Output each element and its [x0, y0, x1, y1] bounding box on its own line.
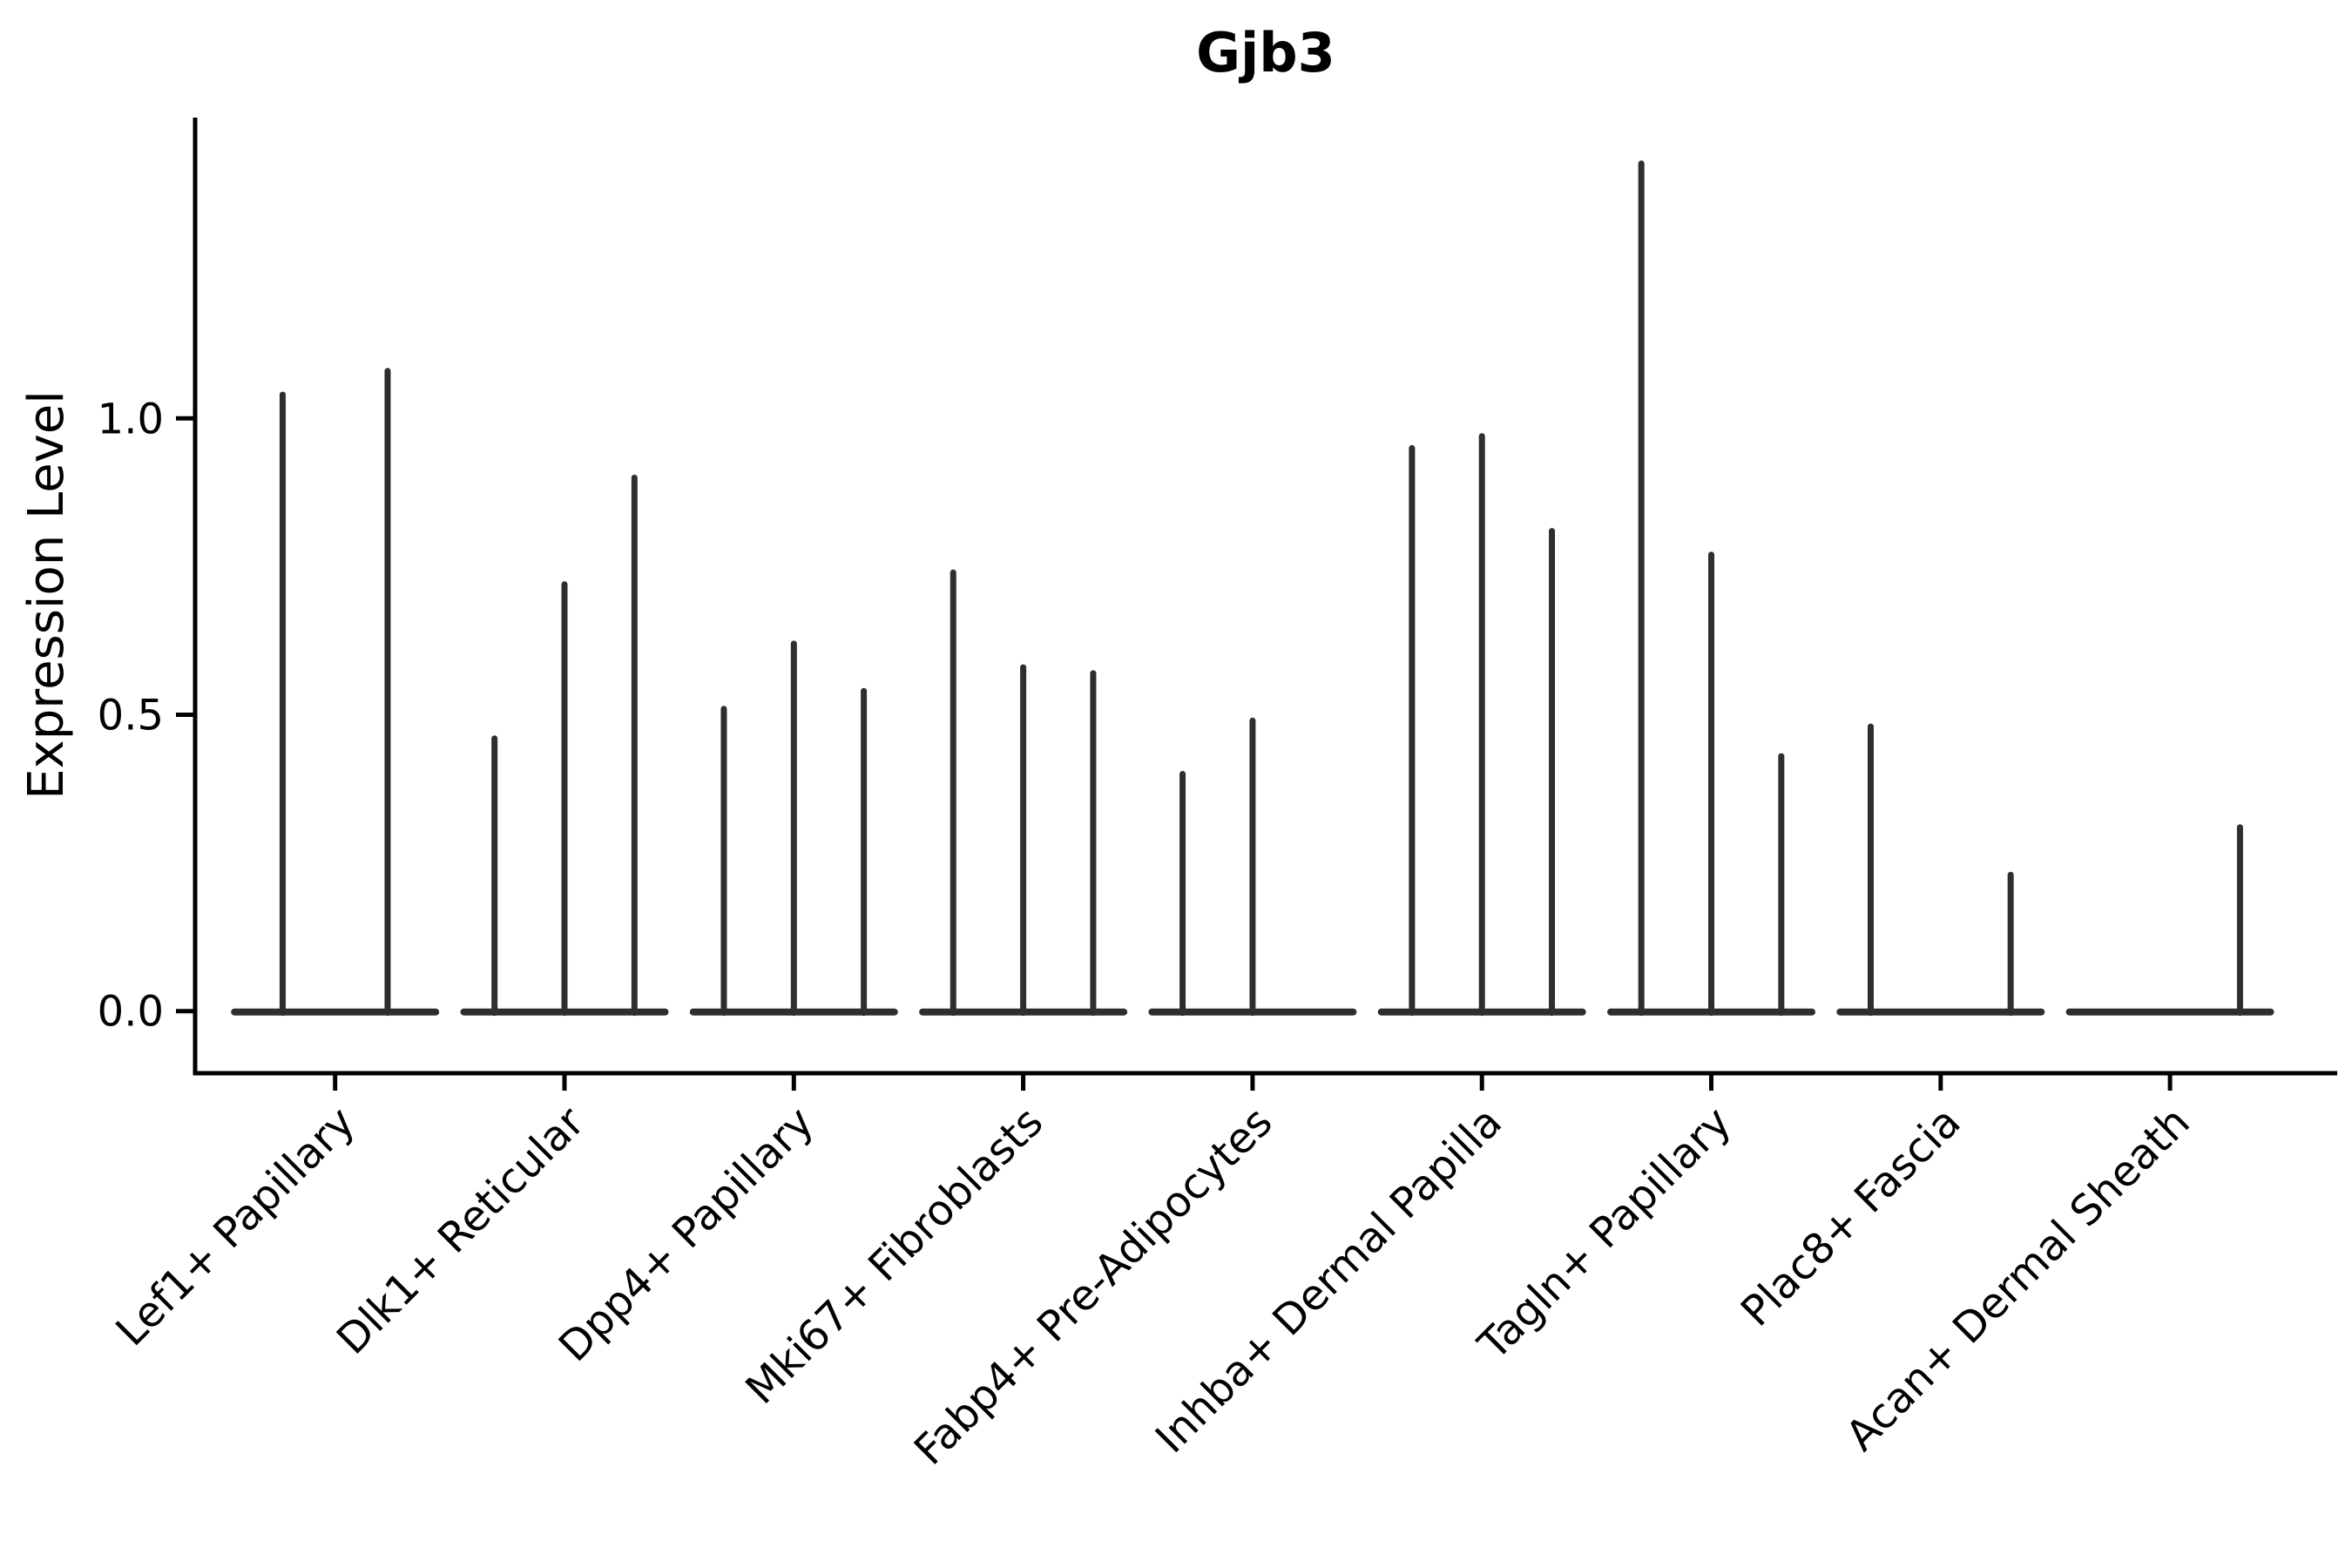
x-tick-label: Lef1+ Papillary — [106, 1098, 364, 1355]
y-axis-label: Expression Level — [18, 390, 75, 800]
x-tick-label: Dpp4+ Papillary — [550, 1098, 823, 1371]
chart-title: Gjb3 — [1196, 21, 1335, 84]
y-tick-label: 1.0 — [98, 395, 164, 443]
x-tick-label: Dlk1+ Reticular — [328, 1098, 594, 1364]
y-tick-label: 0.5 — [98, 692, 164, 740]
x-tick-label: Tagln+ Papillary — [1469, 1098, 1740, 1369]
x-tick-label: Plac8+ Fascia — [1732, 1098, 1970, 1336]
y-tick-label: 0.0 — [98, 988, 164, 1037]
